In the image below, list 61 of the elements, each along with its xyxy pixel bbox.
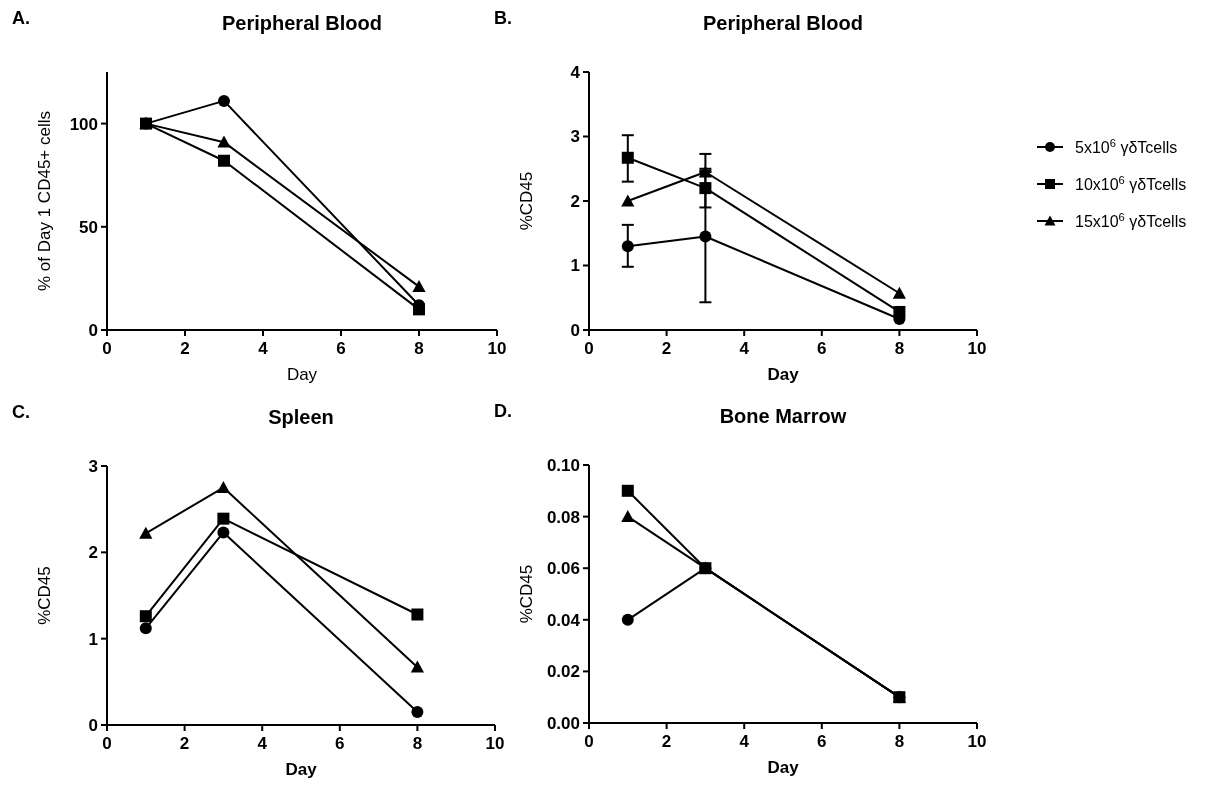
x-axis-title: Day	[767, 758, 800, 777]
text: C.	[12, 402, 30, 422]
text: A.	[12, 8, 30, 28]
x-tick-label: 8	[412, 734, 423, 753]
y-tick-label: 4	[570, 62, 581, 82]
text: D.	[494, 401, 512, 421]
y-tick-label: 1	[88, 629, 98, 649]
y-tick-label: 0.10	[546, 455, 580, 475]
y-tick-label: 2	[88, 543, 98, 563]
x-tick-label: 4	[739, 732, 750, 751]
y-tick-label: 0.00	[546, 713, 580, 733]
legend-label: 5x10$^{6}$ γδTcells	[1075, 136, 1178, 156]
y-tick-label: 1	[570, 256, 580, 276]
y-tick-label: 0.06	[546, 559, 580, 579]
x-tick-label: 2	[180, 339, 190, 358]
x-tick-label: 0	[102, 734, 112, 753]
x-tick-label: 0	[584, 339, 594, 358]
legend-label: 10x10$^{6}$ γδTcells	[1075, 173, 1187, 193]
y-tick-label: 0.02	[546, 662, 580, 682]
y-tick-label: 0.04	[546, 610, 581, 630]
y-tick-label: 100	[69, 114, 98, 134]
x-tick-label: 0	[584, 732, 594, 751]
legend-label: 15x10$^{6}$ γδTcells	[1075, 210, 1187, 230]
x-axis-title: Day	[285, 760, 318, 779]
x-tick-label: 6	[817, 339, 827, 358]
y-tick-label: 2	[570, 191, 580, 211]
x-tick-label: 4	[258, 339, 269, 358]
x-tick-label: 6	[817, 732, 827, 751]
chart-title: Peripheral Blood	[221, 12, 383, 34]
x-tick-label: 10	[485, 734, 505, 753]
x-tick-label: 8	[414, 339, 424, 358]
chart-title: Spleen	[268, 406, 334, 428]
x-axis-title: Day	[767, 365, 800, 384]
x-tick-label: 10	[967, 732, 987, 751]
x-tick-label: 8	[894, 732, 905, 751]
y-tick-label: 0.08	[546, 507, 580, 527]
x-tick-label: 6	[336, 339, 346, 358]
x-tick-label: 4	[257, 734, 268, 753]
x-tick-label: 4	[739, 339, 750, 358]
y-tick-label: 0	[88, 320, 98, 340]
x-tick-label: 10	[967, 339, 987, 358]
x-tick-label: 2	[179, 734, 190, 753]
y-axis-title: %CD45	[517, 171, 536, 231]
y-axis-title: %CD45	[517, 564, 536, 624]
x-tick-label: 0	[102, 339, 112, 358]
x-tick-label: 10	[487, 339, 507, 358]
y-axis-title: %CD45	[35, 566, 54, 625]
x-tick-label: 2	[661, 339, 672, 358]
x-tick-label: 2	[661, 732, 672, 751]
y-tick-label: 0	[88, 715, 98, 735]
y-axis-title: % of Day 1 CD45+ cells	[35, 111, 54, 291]
y-tick-label: 3	[570, 127, 580, 147]
y-tick-label: 3	[88, 456, 98, 476]
y-tick-label: 50	[79, 217, 98, 237]
x-tick-label: 6	[335, 734, 345, 753]
chart-title: Peripheral Blood	[702, 12, 864, 34]
y-tick-label: 0	[570, 320, 580, 340]
chart-title: Bone Marrow	[719, 405, 847, 427]
x-tick-label: 8	[894, 339, 905, 358]
text: B.	[494, 8, 512, 28]
x-axis-title: Day	[286, 365, 318, 384]
